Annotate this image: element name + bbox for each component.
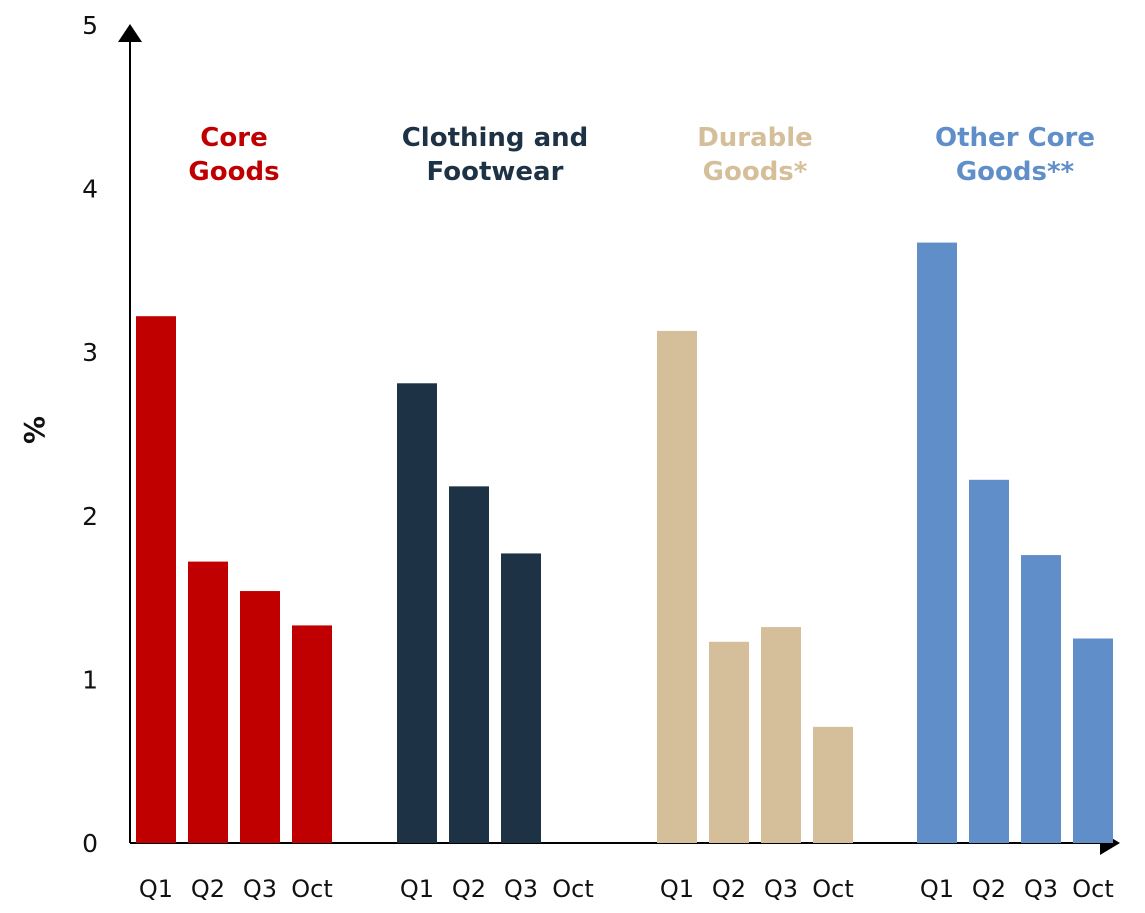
- bars-layer: [136, 242, 1113, 843]
- group-title: Clothing and: [402, 123, 589, 153]
- bar: [292, 625, 332, 843]
- x-category-label: Q1: [920, 875, 954, 903]
- bar: [1021, 555, 1061, 843]
- group-title: Goods*: [703, 157, 808, 187]
- bar: [709, 641, 749, 843]
- bar: [761, 627, 801, 843]
- group-title: Durable: [697, 123, 813, 153]
- group-title: Other Core: [935, 123, 1095, 153]
- y-tick-label: 4: [82, 175, 98, 204]
- labels-layer: 0 1 2 3 4 5% Q1 Q2 Q3 Oct Core Goods Q1 Q2 Q3 Oct Clothi…: [18, 11, 1114, 903]
- bar: [1073, 638, 1113, 843]
- y-tick-label: 0: [82, 829, 98, 858]
- bar: [813, 726, 853, 843]
- bar: [657, 330, 697, 843]
- bar: [397, 383, 437, 843]
- y-axis-arrow: [118, 24, 142, 42]
- bar: [136, 316, 176, 843]
- x-category-label: Oct: [552, 875, 594, 903]
- group-title: Core: [200, 123, 267, 153]
- y-tick-label: 3: [82, 338, 98, 367]
- bar: [188, 561, 228, 843]
- bar: [917, 242, 957, 843]
- x-category-label: Q3: [1024, 875, 1058, 903]
- y-tick-label: 2: [82, 502, 98, 531]
- x-category-label: Q2: [712, 875, 746, 903]
- y-axis-label: %: [18, 416, 51, 444]
- x-category-label: Q1: [660, 875, 694, 903]
- x-category-label: Q3: [764, 875, 798, 903]
- group-title: Goods**: [956, 157, 1075, 187]
- group-title: Footwear: [427, 157, 564, 187]
- bar: [449, 486, 489, 843]
- x-category-label: Q3: [504, 875, 538, 903]
- x-category-label: Q3: [243, 875, 277, 903]
- x-category-label: Q2: [191, 875, 225, 903]
- x-category-label: Oct: [1072, 875, 1114, 903]
- x-category-label: Oct: [812, 875, 854, 903]
- x-category-label: Q1: [400, 875, 434, 903]
- x-category-label: Q2: [452, 875, 486, 903]
- y-tick-label: 1: [82, 665, 98, 694]
- x-category-label: Oct: [291, 875, 333, 903]
- bar: [501, 553, 541, 843]
- group-title: Goods: [188, 157, 279, 187]
- y-tick-label: 5: [82, 11, 98, 40]
- x-category-label: Q1: [139, 875, 173, 903]
- bar: [240, 591, 280, 843]
- x-category-label: Q2: [972, 875, 1006, 903]
- bar: [969, 479, 1009, 843]
